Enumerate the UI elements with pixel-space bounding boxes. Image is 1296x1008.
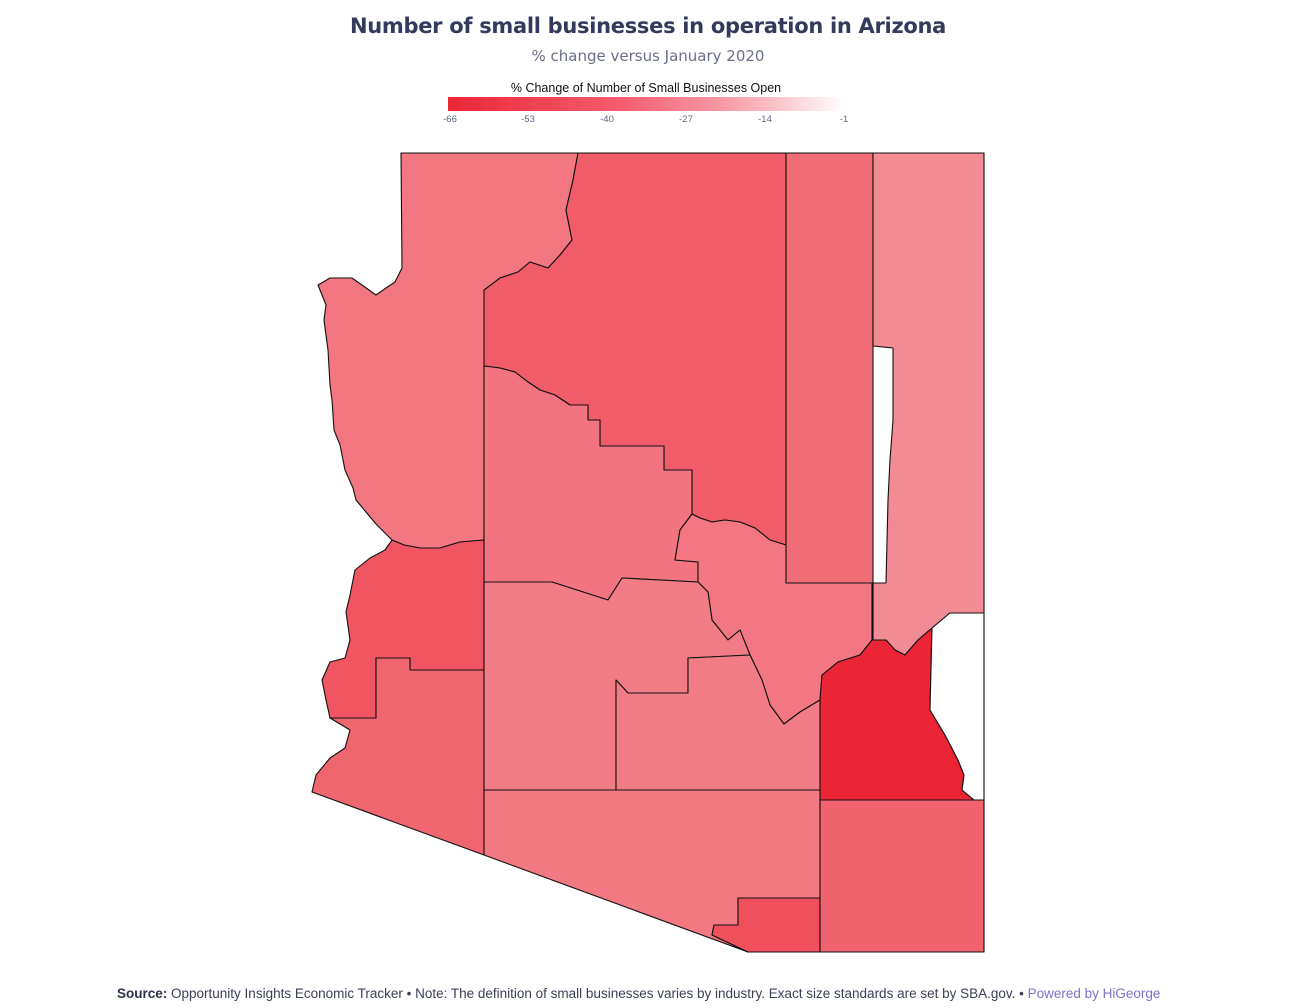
legend-tick-label: -14 [758, 114, 772, 125]
county-yuma[interactable] [311, 657, 485, 856]
legend-tick-label: -1 [839, 114, 849, 125]
county-navajo[interactable] [785, 152, 874, 641]
legend-tick-label: -40 [600, 114, 614, 125]
source-label: Source: [117, 986, 168, 1001]
county-cochise[interactable] [819, 799, 985, 953]
legend-title: % Change of Number of Small Businesses O… [510, 81, 782, 95]
source-footer: Source: Opportunity Insights Economic Tr… [117, 986, 1160, 1001]
chart-subtitle: % change versus January 2020 [531, 47, 765, 65]
county-greenlee[interactable] [929, 612, 985, 801]
legend-color-bar [448, 97, 844, 111]
legend-tick-label: -53 [521, 114, 535, 125]
source-text: Opportunity Insights Economic Tracker • … [167, 986, 1028, 1001]
county-apache[interactable] [872, 152, 985, 656]
chart-title: Number of small businesses in operation … [349, 14, 947, 38]
legend-tick-label: -27 [679, 114, 693, 125]
legend-tick-label: -66 [443, 114, 457, 125]
powered-by-link[interactable]: Powered by HiGeorge [1027, 986, 1161, 1001]
